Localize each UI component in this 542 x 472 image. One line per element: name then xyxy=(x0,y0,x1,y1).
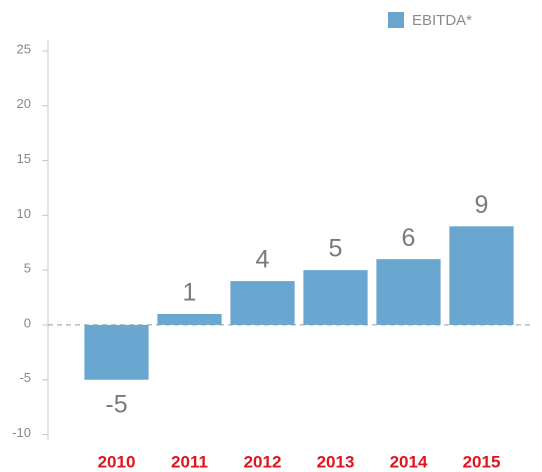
y-tick-label: 10 xyxy=(17,206,31,221)
bar xyxy=(84,324,149,380)
data-label: -5 xyxy=(105,390,127,418)
data-label: 6 xyxy=(402,224,416,252)
y-tick-label: -10 xyxy=(12,425,31,440)
legend-label: EBITDA* xyxy=(412,12,472,29)
x-tick-label: 2011 xyxy=(171,452,208,471)
bar xyxy=(376,259,441,325)
y-tick-label: 20 xyxy=(17,96,31,111)
x-tick-label: 2015 xyxy=(463,452,501,471)
y-tick-label: 5 xyxy=(24,261,31,276)
data-label: 5 xyxy=(329,235,343,263)
x-tick-label: 2012 xyxy=(244,452,282,471)
y-tick-label: -5 xyxy=(19,370,31,385)
y-tick-label: 15 xyxy=(17,151,31,166)
bar xyxy=(449,226,514,325)
x-tick-label: 2010 xyxy=(98,452,136,471)
x-tick-label: 2013 xyxy=(317,452,355,471)
data-label: 9 xyxy=(475,191,489,219)
bar xyxy=(157,313,222,325)
y-tick-label: 0 xyxy=(24,315,31,330)
bar xyxy=(230,281,295,325)
y-tick-label: 25 xyxy=(17,41,31,56)
bar xyxy=(303,270,368,325)
x-tick-label: 2014 xyxy=(390,452,428,471)
data-label: 1 xyxy=(183,279,197,307)
legend-swatch xyxy=(388,12,404,28)
data-label: 4 xyxy=(256,246,270,274)
